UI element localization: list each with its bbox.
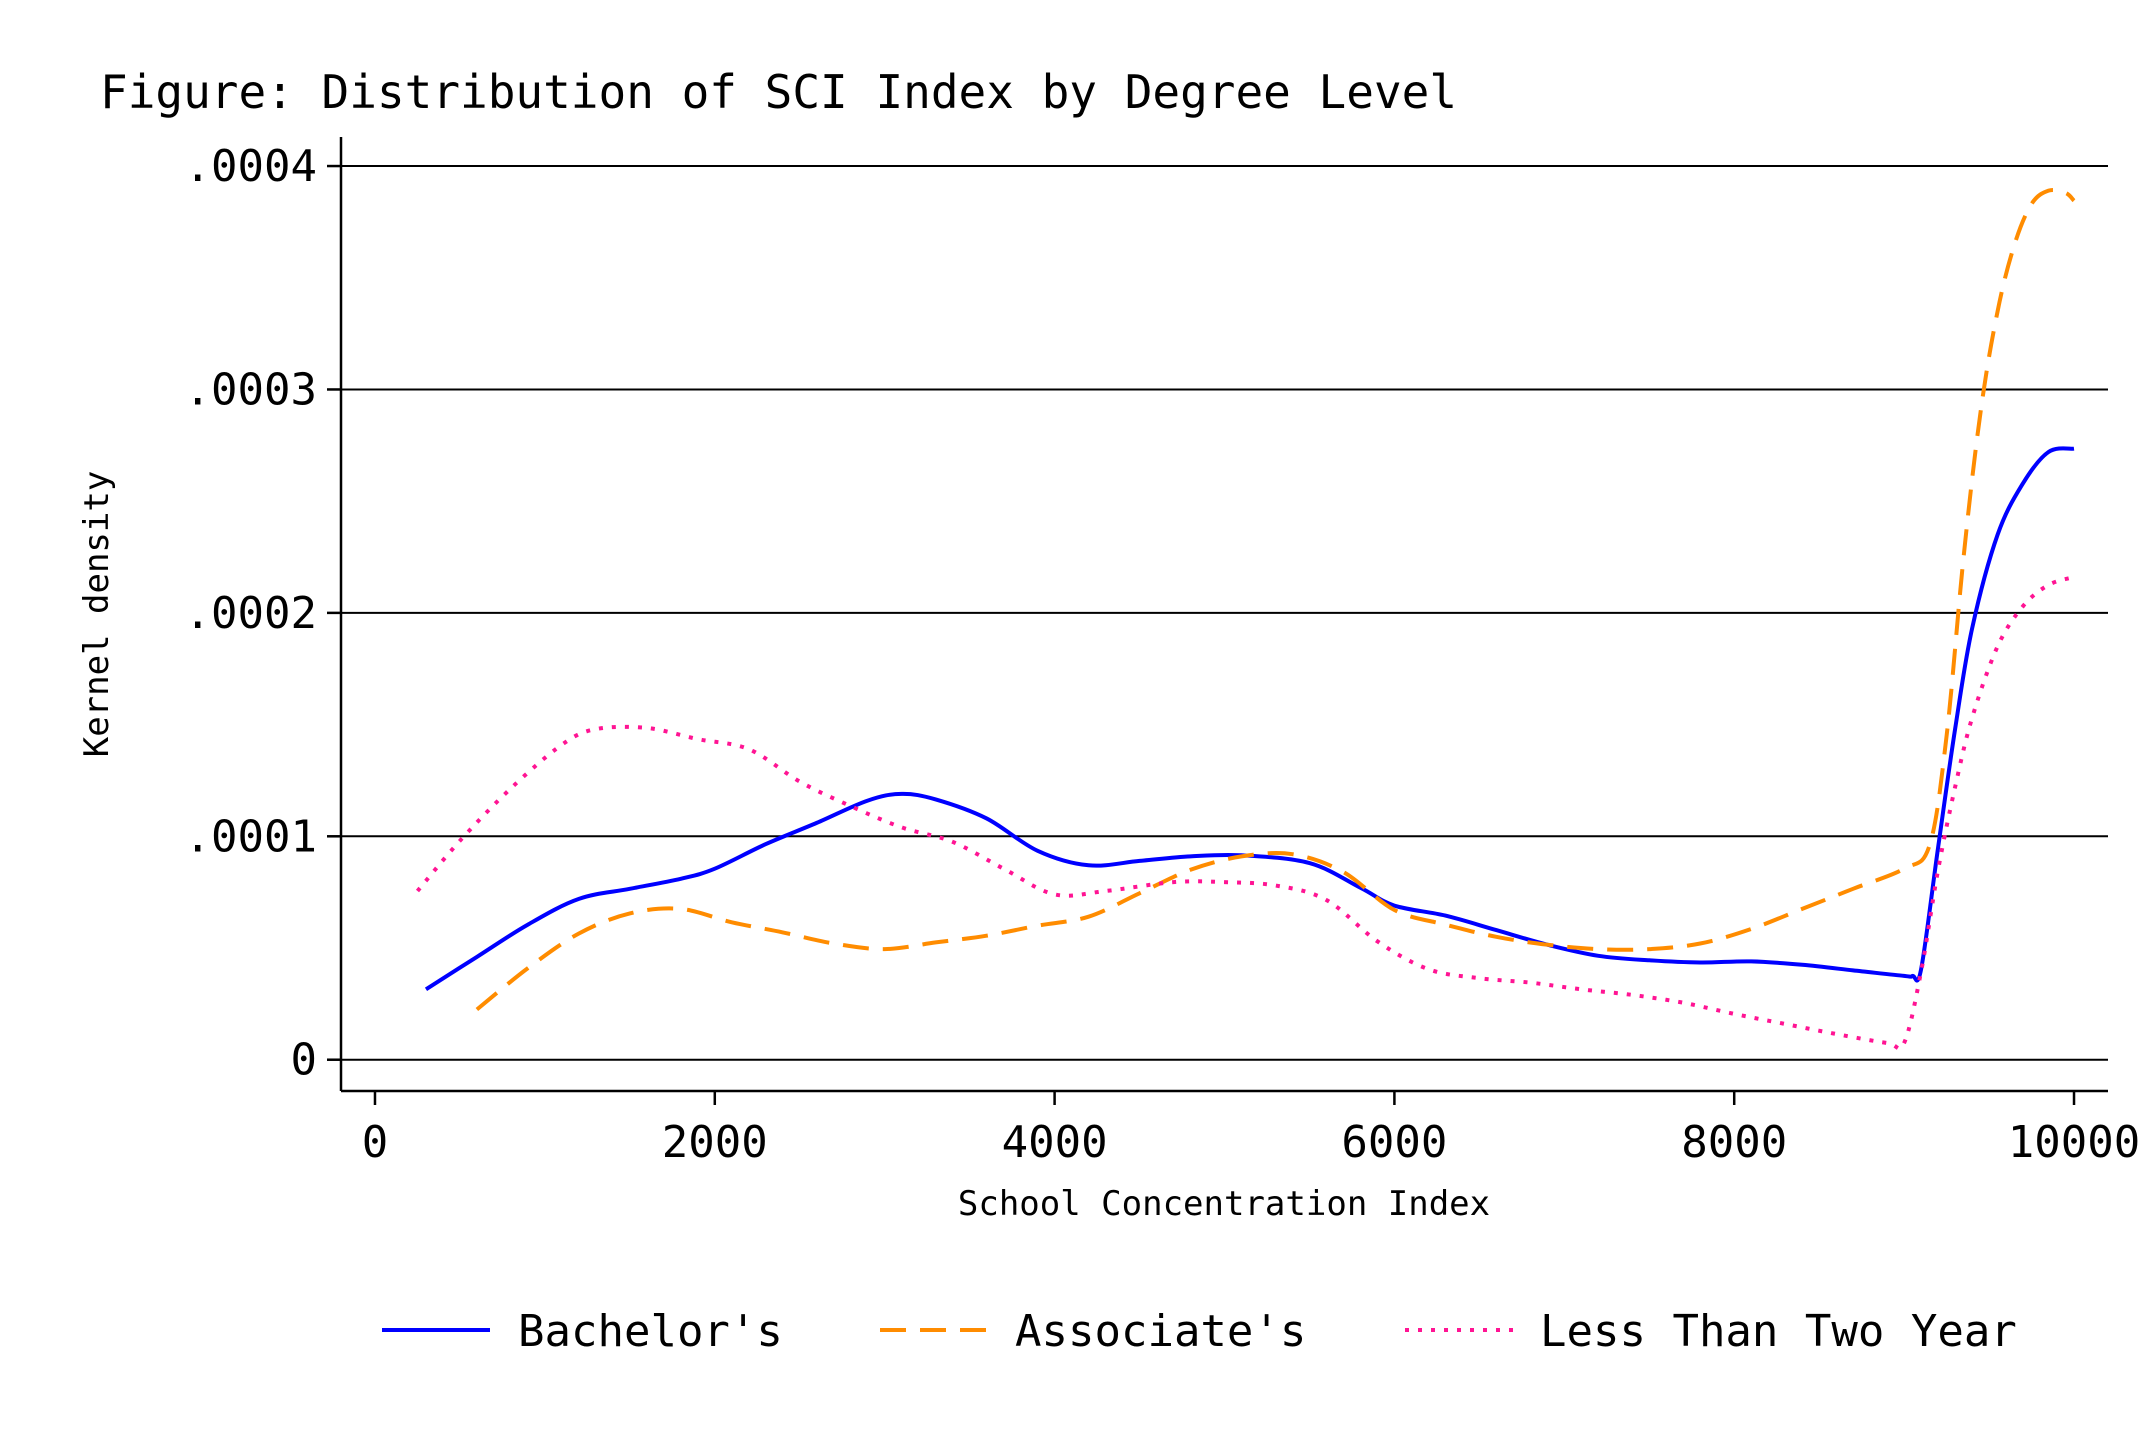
x-tick-label: 8000 [1681,1117,1787,1168]
series-line-associate-s [475,187,2076,1012]
x-tick-label: 4000 [1002,1117,1108,1168]
x-tick-label: 0 [362,1117,389,1168]
x-axis-ticks: 0 2000 4000 6000 8000 10000 [362,1091,2140,1168]
grid-lines [341,165,2108,1061]
y-tick-label: 0 [291,1035,318,1086]
series-line-less-than-two-year [415,575,2075,1051]
series-lines [415,187,2076,1051]
legend: Bachelor's Associate's Less Than Two Year [382,1306,2017,1357]
x-tick-label: 6000 [1341,1117,1447,1168]
chart-title: Figure: Distribution of SCI Index by Deg… [100,65,1457,119]
y-tick-label: .0001 [185,811,317,862]
legend-label-less-than-two-year: Less Than Two Year [1540,1306,2017,1357]
y-tick-label: .0003 [185,364,317,415]
x-tick-label: 2000 [662,1117,768,1168]
y-tick-label: .0004 [185,141,317,192]
x-tick-label: 10000 [2008,1117,2140,1168]
legend-label-associate-s: Associate's [1015,1306,1306,1357]
legend-label-bachelor-s: Bachelor's [518,1306,783,1357]
y-axis-ticks: 0 .0001 .0002 .0003 .0004 [185,141,341,1086]
y-axis-label: Kernel density [77,471,117,758]
series-line-bachelor-s [424,446,2075,991]
y-tick-label: .0002 [185,588,317,639]
x-axis-label: School Concentration Index [958,1184,1490,1224]
